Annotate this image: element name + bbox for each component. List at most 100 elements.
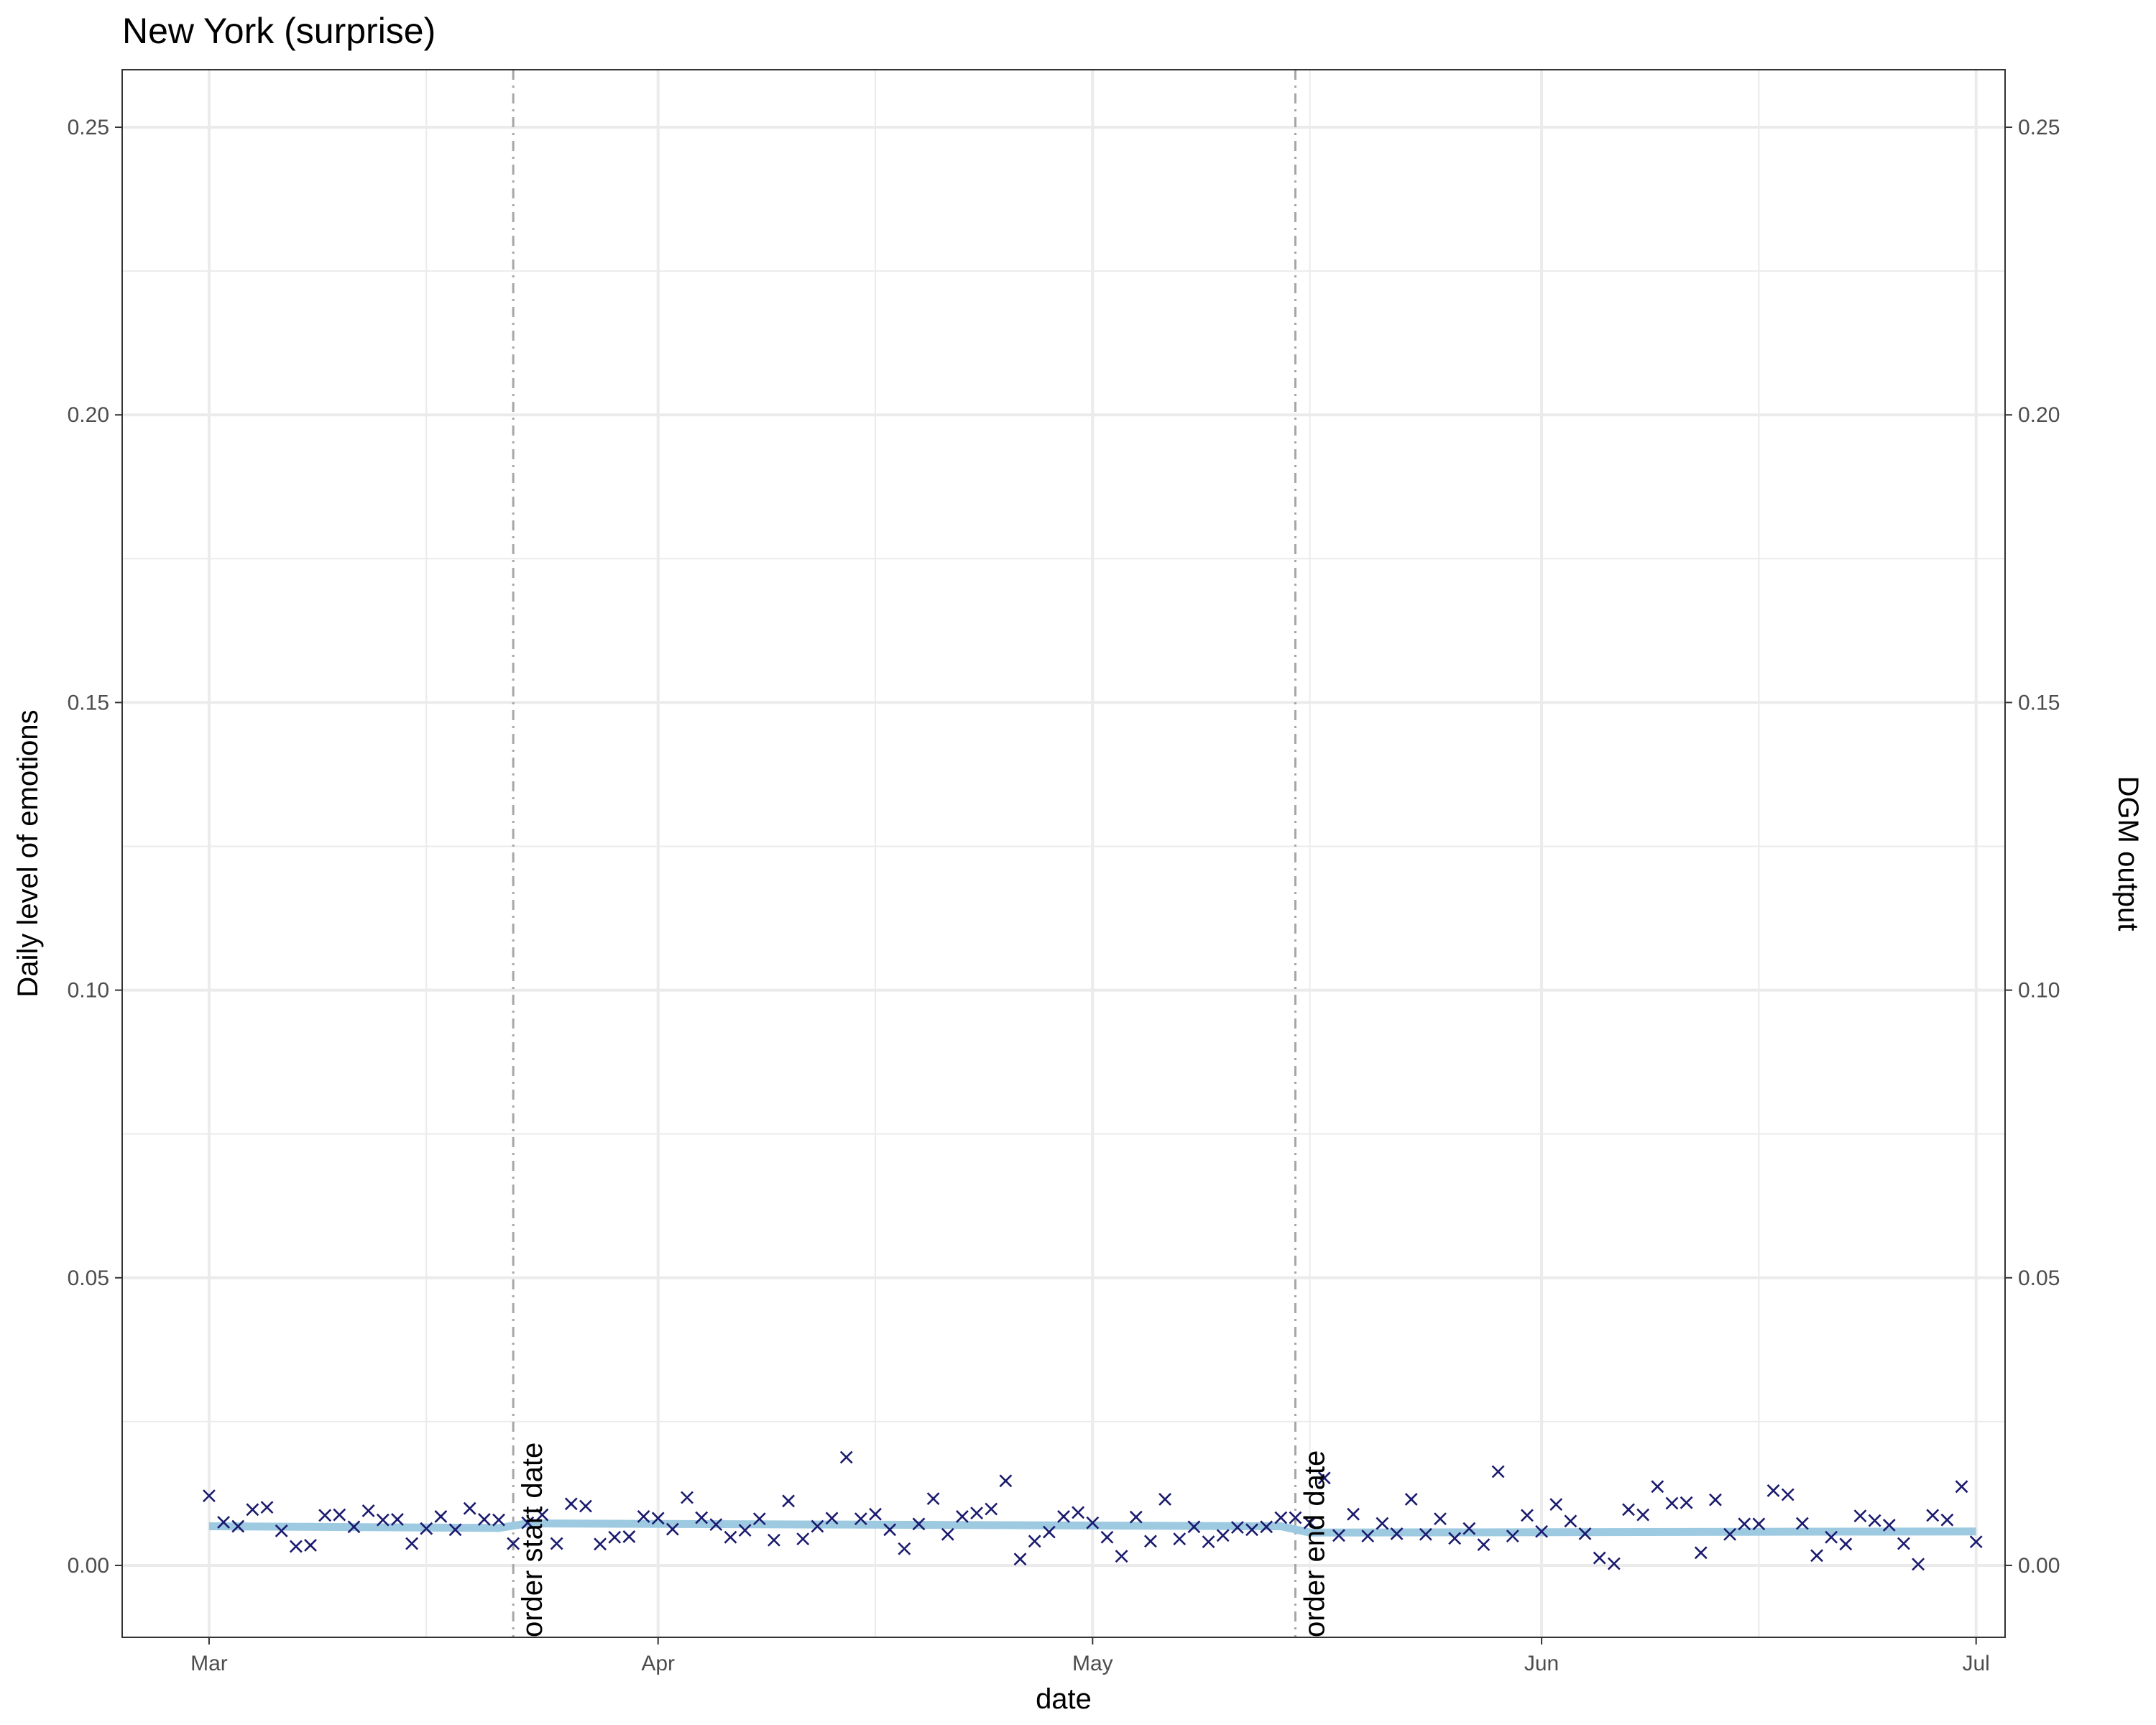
y-tick-label-right: 0.10 xyxy=(2018,979,2060,1003)
x-tick-label: May xyxy=(1072,1652,1113,1675)
data-point xyxy=(941,1527,954,1541)
x-tick-label: Jul xyxy=(1963,1652,1990,1675)
y-tick-label-right: 0.25 xyxy=(2018,116,2060,139)
data-point xyxy=(738,1524,752,1537)
data-point xyxy=(1361,1530,1375,1543)
data-point xyxy=(709,1518,723,1532)
data-point xyxy=(637,1510,650,1523)
data-point xyxy=(1853,1509,1867,1523)
data-point xyxy=(1158,1492,1171,1506)
data-point xyxy=(1086,1516,1100,1530)
data-point xyxy=(1347,1507,1360,1521)
data-point xyxy=(347,1520,361,1534)
data-point xyxy=(839,1450,853,1464)
data-point xyxy=(1115,1550,1128,1563)
data-point xyxy=(1940,1513,1954,1527)
data-point xyxy=(550,1537,563,1550)
data-point xyxy=(1607,1557,1621,1570)
panel-border xyxy=(121,69,2006,1638)
data-point xyxy=(1390,1527,1404,1540)
data-point xyxy=(883,1523,897,1537)
data-point xyxy=(622,1530,636,1543)
data-point xyxy=(1434,1512,1447,1526)
data-point xyxy=(1332,1529,1345,1542)
data-point xyxy=(1912,1558,1925,1571)
data-point xyxy=(1072,1506,1085,1519)
annotation-label: order start date xyxy=(517,1443,548,1637)
data-point xyxy=(768,1533,780,1547)
data-point xyxy=(391,1513,404,1526)
data-point xyxy=(1202,1535,1215,1549)
data-point xyxy=(1926,1509,1940,1522)
grid-lines xyxy=(122,70,2005,1637)
data-point xyxy=(854,1512,867,1526)
data-point xyxy=(1216,1529,1230,1542)
x-tick-label: Apr xyxy=(641,1652,675,1675)
x-tick-label: Mar xyxy=(190,1652,228,1675)
data-point xyxy=(1448,1532,1462,1545)
data-point xyxy=(752,1512,766,1526)
data-point xyxy=(1028,1535,1041,1548)
data-point xyxy=(1694,1546,1708,1560)
data-point xyxy=(1419,1527,1432,1541)
data-point xyxy=(1477,1538,1491,1552)
y-axis-title: Daily level of emotions xyxy=(12,709,44,997)
x-axis-title: date xyxy=(1036,1683,1092,1715)
data-point xyxy=(1491,1465,1505,1478)
data-point xyxy=(1549,1498,1563,1512)
data-point xyxy=(535,1508,549,1522)
data-point xyxy=(477,1513,491,1526)
data-point xyxy=(608,1530,622,1544)
data-point xyxy=(1144,1535,1157,1548)
y-tick-label-left: 0.15 xyxy=(68,691,109,714)
data-point xyxy=(926,1492,940,1506)
data-point xyxy=(579,1499,592,1513)
data-point xyxy=(1376,1517,1389,1530)
fit-line xyxy=(208,1519,1976,1537)
data-point xyxy=(1187,1520,1201,1534)
data-point xyxy=(811,1519,824,1533)
data-point xyxy=(1955,1480,1968,1494)
data-point xyxy=(434,1510,448,1523)
data-point xyxy=(1404,1492,1418,1506)
data-point xyxy=(1766,1484,1780,1497)
data-point xyxy=(1825,1530,1838,1544)
data-point xyxy=(521,1516,535,1530)
data-point xyxy=(1651,1480,1664,1494)
data-point xyxy=(492,1513,505,1527)
y-tick-label-left: 0.00 xyxy=(68,1554,109,1578)
data-point xyxy=(217,1516,230,1529)
data-point xyxy=(1795,1517,1809,1530)
data-point xyxy=(203,1489,216,1503)
data-point xyxy=(1680,1496,1693,1509)
data-point xyxy=(1781,1488,1795,1501)
x-tick-label: Jun xyxy=(1524,1652,1559,1675)
data-point xyxy=(1882,1519,1896,1532)
data-point xyxy=(594,1537,607,1551)
data-point xyxy=(304,1539,317,1552)
data-point xyxy=(1839,1537,1853,1551)
annotation-lines xyxy=(512,70,1296,1637)
annotation-label: order end date xyxy=(1299,1450,1330,1637)
data-point xyxy=(1709,1493,1722,1506)
data-point xyxy=(999,1474,1013,1488)
data-point xyxy=(1723,1527,1736,1541)
data-point xyxy=(1100,1530,1114,1544)
data-point xyxy=(796,1532,810,1546)
data-point xyxy=(1810,1549,1823,1563)
annotation-labels: order start date order end date xyxy=(517,1443,1330,1637)
data-point xyxy=(724,1530,737,1544)
data-point xyxy=(1897,1537,1910,1550)
data-point xyxy=(1521,1509,1534,1522)
data-point xyxy=(665,1522,679,1536)
data-point xyxy=(376,1513,390,1527)
data-point xyxy=(1042,1525,1056,1539)
data-point xyxy=(1173,1532,1187,1546)
fit-line-layer xyxy=(208,1519,1976,1537)
y-tick-label-right: 0.15 xyxy=(2018,691,2060,714)
data-point xyxy=(970,1506,983,1520)
data-point xyxy=(912,1517,926,1531)
data-point xyxy=(1129,1510,1143,1524)
data-point xyxy=(1636,1508,1650,1522)
y-tick-label-right: 0.20 xyxy=(2018,403,2060,427)
